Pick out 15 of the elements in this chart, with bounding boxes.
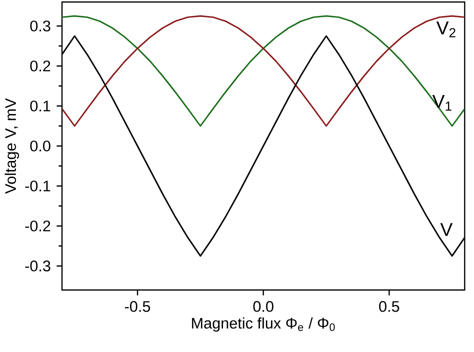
series-label: V	[440, 223, 453, 236]
x-tick-label: 0.5	[379, 301, 400, 312]
y-tick-label: 0.1	[30, 100, 50, 112]
y-tick-label: -0.3	[25, 260, 50, 272]
y-tick-label: -0.1	[25, 180, 50, 192]
y-tick-label: 0.0	[30, 140, 50, 152]
y-tick-label: -0.2	[25, 220, 50, 232]
y-tick-label: 0.3	[30, 20, 50, 32]
series-label: V$_{2}$	[436, 22, 456, 38]
x-tick-label: -0.5	[124, 301, 150, 312]
x-tick-label: 0.0	[253, 301, 274, 312]
line-series	[62, 15, 465, 127]
x-axis-title: Magnetic flux Φ$_{e}$ / Φ$_{0}$	[192, 317, 335, 332]
y-tick-label: 0.2	[30, 60, 50, 72]
y-axis-title: Voltage V, mV	[4, 98, 20, 194]
